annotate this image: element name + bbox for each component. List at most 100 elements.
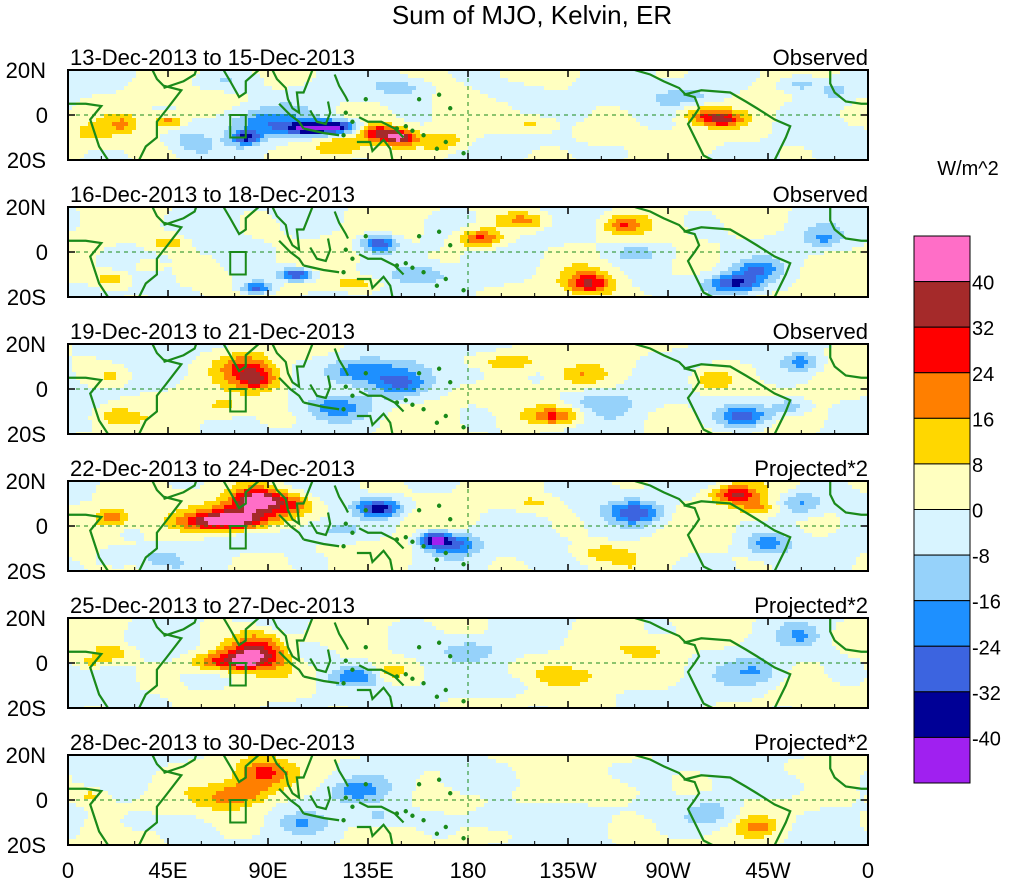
- heat-cell: [780, 70, 785, 75]
- heat-cell: [168, 154, 173, 159]
- heat-cell: [220, 154, 225, 159]
- heat-cell: [704, 90, 709, 95]
- heat-cell: [356, 134, 361, 139]
- heat-cell: [796, 90, 801, 95]
- heat-cell: [432, 142, 437, 147]
- heat-cell: [556, 106, 561, 111]
- heat-cell: [104, 78, 109, 83]
- heat-cell: [412, 207, 417, 212]
- heat-cell: [616, 86, 621, 91]
- heat-cell: [432, 146, 437, 151]
- heat-cell: [516, 134, 521, 139]
- heat-cell: [728, 110, 733, 115]
- heat-cell: [428, 154, 433, 159]
- heat-cell: [204, 150, 209, 155]
- heat-cell: [412, 110, 417, 115]
- heat-cell: [584, 70, 589, 75]
- heat-cell: [376, 130, 381, 135]
- heat-cell: [448, 86, 453, 91]
- heat-cell: [460, 134, 465, 139]
- heat-cell: [72, 126, 77, 131]
- heat-cell: [704, 110, 709, 115]
- heat-cell: [768, 150, 773, 155]
- heat-cell: [396, 86, 401, 91]
- panel-date-range: 13-Dec-2013 to 15-Dec-2013: [70, 45, 355, 70]
- heat-cell: [516, 118, 521, 123]
- heat-cell: [304, 94, 309, 99]
- heat-cell: [112, 74, 117, 79]
- heat-cell: [300, 106, 305, 111]
- heat-cell: [416, 102, 421, 107]
- heat-cell: [124, 70, 129, 75]
- heat-cell: [376, 106, 381, 111]
- heat-cell: [372, 211, 377, 216]
- heat-cell: [796, 78, 801, 83]
- heat-cell: [796, 86, 801, 91]
- heat-cell: [380, 207, 385, 212]
- heat-cell: [512, 211, 517, 216]
- heat-cell: [352, 134, 357, 139]
- heat-cell: [340, 207, 345, 212]
- heat-cell: [608, 207, 613, 212]
- heat-cell: [176, 207, 181, 212]
- heat-cell: [108, 150, 113, 155]
- heat-cell: [216, 114, 221, 119]
- heat-cell: [340, 122, 345, 127]
- heat-cell: [372, 110, 377, 115]
- heat-cell: [604, 74, 609, 79]
- heat-cell: [160, 70, 165, 75]
- heat-cell: [376, 70, 381, 75]
- heat-cell: [420, 98, 425, 103]
- heat-cell: [288, 146, 293, 151]
- heat-cell: [328, 130, 333, 135]
- heat-cell: [364, 102, 369, 107]
- heat-cell: [232, 134, 237, 139]
- heat-cell: [680, 118, 685, 123]
- heat-cell: [768, 138, 773, 143]
- heat-cell: [836, 110, 841, 115]
- heat-cell: [420, 78, 425, 83]
- heat-cell: [388, 94, 393, 99]
- heat-cell: [636, 70, 641, 75]
- heat-cell: [820, 138, 825, 143]
- heat-cell: [816, 134, 821, 139]
- heat-cell: [792, 126, 797, 131]
- heat-cell: [312, 102, 317, 107]
- heat-cell: [100, 207, 105, 212]
- heat-cell: [456, 118, 461, 123]
- heat-cell: [836, 134, 841, 139]
- heat-cell: [672, 98, 677, 103]
- heat-cell: [564, 126, 569, 131]
- heat-cell: [696, 82, 701, 87]
- heat-cell: [380, 146, 385, 151]
- heat-cell: [728, 86, 733, 91]
- heat-cell: [112, 134, 117, 139]
- heat-cell: [848, 106, 853, 111]
- heat-cell: [784, 150, 789, 155]
- heat-cell: [424, 126, 429, 131]
- heat-cell: [832, 118, 837, 123]
- heat-cell: [240, 207, 245, 212]
- heat-cell: [852, 142, 857, 147]
- heat-cell: [564, 102, 569, 107]
- heat-cell: [672, 114, 677, 119]
- heat-cell: [500, 146, 505, 151]
- heat-cell: [192, 114, 197, 119]
- heat-cell: [356, 138, 361, 143]
- heat-cell: [532, 106, 537, 111]
- heat-cell: [296, 154, 301, 159]
- heat-cell: [652, 94, 657, 99]
- heat-cell: [520, 134, 525, 139]
- heat-cell: [848, 78, 853, 83]
- heat-cell: [436, 207, 441, 212]
- heat-cell: [812, 207, 817, 212]
- heat-cell: [780, 82, 785, 87]
- heat-cell: [364, 130, 369, 135]
- heat-cell: [72, 90, 77, 95]
- heat-cell: [184, 90, 189, 95]
- heat-cell: [628, 130, 633, 135]
- heat-cell: [116, 74, 121, 79]
- heat-cell: [304, 142, 309, 147]
- heat-cell: [764, 150, 769, 155]
- heat-cell: [124, 110, 129, 115]
